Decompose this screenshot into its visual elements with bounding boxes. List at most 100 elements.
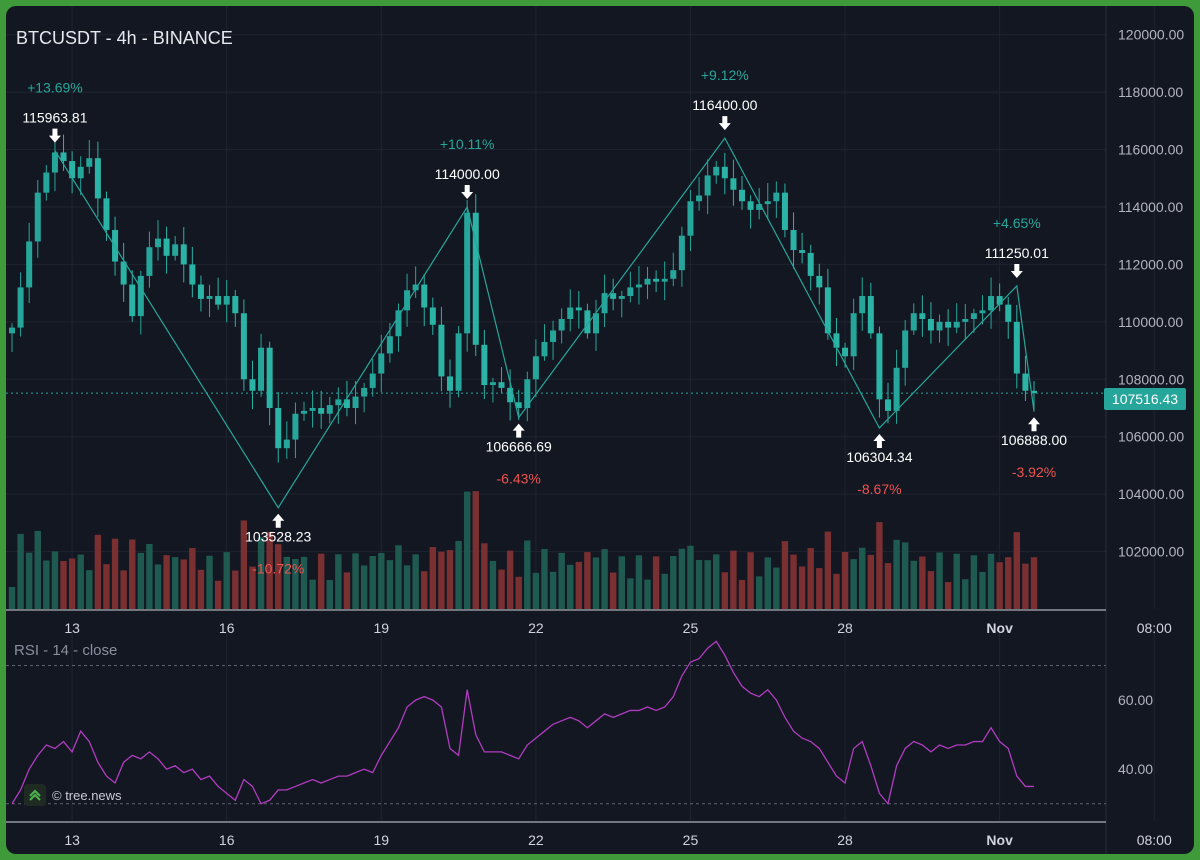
candle-body	[593, 313, 599, 334]
candle-body	[661, 278, 668, 282]
up-arrow-icon	[272, 513, 285, 528]
candle-body	[455, 333, 462, 391]
candle-body	[275, 408, 282, 449]
swing-change-label: +4.65%	[993, 215, 1041, 231]
time-axis-label: 08:00	[1137, 832, 1172, 848]
candle-body	[833, 333, 840, 348]
swing-change-label: -6.43%	[497, 471, 541, 487]
volume-bar	[506, 550, 514, 609]
candles	[9, 134, 1037, 463]
volume-bar	[953, 553, 960, 609]
candle-body	[550, 330, 557, 342]
volume-bar	[1022, 563, 1029, 609]
candle-body	[34, 192, 41, 242]
candle-body	[687, 201, 694, 236]
candle-body	[283, 439, 290, 449]
time-axis-label: 16	[219, 832, 235, 848]
volume-bar	[378, 552, 385, 609]
rsi-axis-label: 40.00	[1118, 761, 1153, 777]
volume-bar	[1005, 557, 1012, 609]
swing-change-label: +13.69%	[27, 80, 83, 96]
volume-bar	[68, 558, 76, 609]
up-arrow-icon	[512, 423, 525, 438]
candle-body	[532, 356, 539, 380]
volume-bar	[412, 554, 419, 609]
candle-body	[94, 158, 101, 199]
candle-body	[17, 287, 24, 328]
candle-body	[945, 321, 952, 328]
volume-bar	[876, 522, 883, 609]
candle-body	[172, 244, 179, 256]
candle-body	[876, 333, 883, 400]
volume-bar	[798, 566, 806, 609]
volume-bar	[850, 559, 857, 609]
candle-body	[936, 321, 943, 331]
volume-bar	[86, 570, 93, 609]
candle-body	[842, 347, 849, 357]
volume-bar	[171, 557, 179, 609]
volume-bar	[369, 555, 376, 609]
volume-bar	[77, 554, 84, 609]
candle-body	[43, 172, 50, 193]
candle-body	[893, 367, 900, 411]
volume-bar	[103, 564, 110, 609]
volume-bar	[257, 537, 265, 609]
volume-bar	[944, 582, 952, 609]
candle-body	[696, 195, 703, 202]
volume-bar	[730, 550, 737, 609]
candle-body	[378, 353, 385, 374]
candle-body	[773, 192, 780, 202]
swing-price-label: 103528.23	[245, 529, 311, 545]
volume-bar	[446, 550, 454, 609]
candle-body	[515, 402, 522, 408]
candle-body	[816, 275, 823, 288]
volume-bar	[841, 552, 849, 609]
zigzag	[48, 116, 1040, 528]
candle-body	[1022, 373, 1029, 391]
chart-window: 120000.00 118000.00 116000.00 114000.00 1120…	[6, 6, 1194, 854]
volume-bar	[283, 556, 291, 609]
volume-bar	[43, 560, 50, 609]
price-axis-label: 102000.00	[1118, 544, 1184, 560]
candle-body	[635, 284, 642, 288]
volume-bar	[189, 548, 196, 609]
volume-bar	[524, 540, 531, 609]
volume-bar	[498, 569, 505, 609]
candle-body	[223, 296, 230, 305]
volume-bar	[360, 565, 368, 609]
candle-body	[292, 413, 299, 440]
volume-bar	[275, 544, 282, 609]
time-axis-label: 13	[64, 620, 80, 636]
volume-bar	[592, 557, 600, 609]
candle-body	[120, 261, 127, 285]
volume-bar	[300, 556, 308, 609]
volume-bar	[395, 545, 402, 609]
candle-body	[146, 247, 153, 276]
candle-body	[970, 313, 977, 319]
volume-bar	[1013, 532, 1021, 609]
candle-body	[301, 410, 307, 414]
volume-bar	[532, 572, 540, 609]
volume-bar	[833, 573, 840, 609]
candle-body	[601, 293, 608, 314]
candle-body	[412, 284, 419, 291]
chart-canvas[interactable]: 120000.00 118000.00 116000.00 114000.00 1120…	[6, 6, 1194, 854]
volume-bar	[601, 549, 608, 609]
candle-body	[309, 408, 316, 411]
time-axis-label: 19	[374, 620, 390, 636]
time-axis-label: 28	[837, 620, 853, 636]
swing-change-label: +9.12%	[701, 67, 749, 83]
swing-price-label: 106666.69	[486, 439, 552, 455]
candle-body	[215, 296, 222, 305]
candle-body	[885, 399, 891, 411]
candle-body	[318, 408, 325, 414]
candle-body	[704, 175, 711, 196]
volume-bar	[292, 558, 299, 609]
candle-body	[447, 376, 453, 391]
candle-body	[850, 313, 857, 357]
candle-body	[189, 264, 196, 285]
candle-body	[386, 336, 393, 354]
rsi-axis-label: 60.00	[1118, 692, 1153, 708]
volume-bar	[8, 587, 16, 609]
candle-body	[103, 198, 110, 230]
